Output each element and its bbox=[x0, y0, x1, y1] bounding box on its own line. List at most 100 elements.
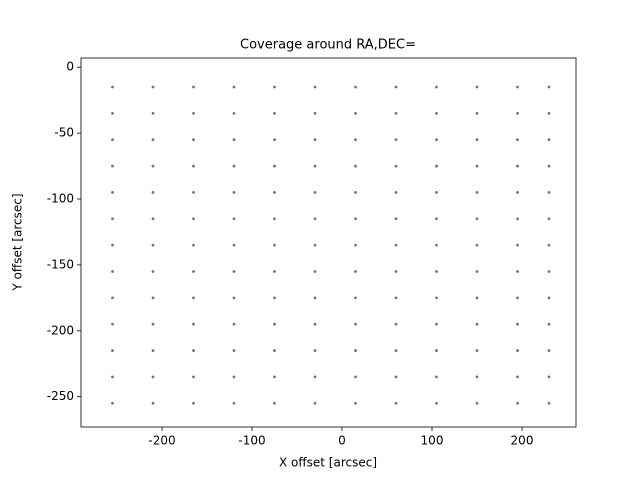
point bbox=[435, 375, 438, 379]
point bbox=[273, 401, 276, 405]
point bbox=[475, 111, 479, 115]
x-tick-label: -200 bbox=[148, 434, 175, 448]
point bbox=[273, 164, 276, 168]
point bbox=[475, 243, 479, 247]
point bbox=[475, 349, 479, 352]
point bbox=[313, 217, 317, 221]
point bbox=[151, 85, 155, 89]
point bbox=[111, 217, 114, 221]
point bbox=[394, 138, 398, 142]
point bbox=[516, 85, 519, 89]
point bbox=[151, 138, 155, 142]
point bbox=[475, 138, 479, 142]
point bbox=[475, 85, 479, 89]
point bbox=[232, 164, 236, 168]
point bbox=[313, 243, 317, 247]
point bbox=[547, 164, 551, 168]
point bbox=[435, 85, 438, 89]
x-tick-label: -100 bbox=[238, 434, 265, 448]
point bbox=[313, 322, 317, 326]
y-tick-label: -150 bbox=[47, 257, 74, 271]
point bbox=[151, 191, 155, 194]
x-axis-label: X offset [arcsec] bbox=[279, 456, 377, 470]
point bbox=[232, 322, 236, 326]
point bbox=[313, 270, 317, 273]
point bbox=[151, 164, 155, 168]
point bbox=[192, 164, 195, 168]
point bbox=[547, 191, 551, 194]
point bbox=[313, 375, 317, 379]
point bbox=[354, 401, 357, 405]
point bbox=[547, 270, 551, 273]
point bbox=[232, 111, 236, 115]
point bbox=[475, 401, 479, 405]
point bbox=[313, 164, 317, 168]
y-tick-label: -250 bbox=[47, 389, 74, 403]
point bbox=[111, 270, 114, 273]
point bbox=[435, 164, 438, 168]
point bbox=[313, 349, 317, 352]
point bbox=[111, 138, 114, 142]
point bbox=[273, 138, 276, 142]
point bbox=[516, 191, 519, 194]
point bbox=[394, 85, 398, 89]
point bbox=[516, 296, 519, 300]
point bbox=[547, 217, 551, 221]
point bbox=[111, 111, 114, 115]
point bbox=[192, 375, 195, 379]
point bbox=[516, 375, 519, 379]
point bbox=[435, 270, 438, 273]
point bbox=[475, 217, 479, 221]
point bbox=[192, 322, 195, 326]
point bbox=[354, 322, 357, 326]
point bbox=[111, 296, 114, 300]
point bbox=[192, 401, 195, 405]
point bbox=[313, 401, 317, 405]
point bbox=[354, 164, 357, 168]
point bbox=[354, 111, 357, 115]
point bbox=[151, 401, 155, 405]
point bbox=[516, 111, 519, 115]
point bbox=[111, 375, 114, 379]
point bbox=[475, 164, 479, 168]
point bbox=[192, 138, 195, 142]
point bbox=[192, 217, 195, 221]
point bbox=[394, 217, 398, 221]
y-tick-label: -100 bbox=[47, 192, 74, 206]
point bbox=[273, 243, 276, 247]
point bbox=[192, 111, 195, 115]
point bbox=[394, 349, 398, 352]
point bbox=[232, 85, 236, 89]
point bbox=[192, 349, 195, 352]
point bbox=[313, 191, 317, 194]
point bbox=[516, 217, 519, 221]
point bbox=[475, 296, 479, 300]
point bbox=[435, 111, 438, 115]
point bbox=[475, 322, 479, 326]
y-axis-label: Y offset [arcsec] bbox=[11, 193, 25, 291]
point bbox=[394, 375, 398, 379]
point bbox=[354, 85, 357, 89]
point bbox=[547, 322, 551, 326]
x-tick-label: 0 bbox=[338, 434, 346, 448]
point bbox=[394, 401, 398, 405]
point bbox=[354, 217, 357, 221]
point bbox=[192, 191, 195, 194]
point bbox=[151, 349, 155, 352]
point bbox=[151, 270, 155, 273]
point bbox=[354, 243, 357, 247]
point bbox=[354, 138, 357, 142]
point bbox=[435, 217, 438, 221]
point bbox=[547, 401, 551, 405]
point bbox=[151, 217, 155, 221]
chart-title: Coverage around RA,DEC= bbox=[240, 38, 416, 53]
point bbox=[151, 375, 155, 379]
point bbox=[475, 191, 479, 194]
point bbox=[354, 270, 357, 273]
point bbox=[273, 296, 276, 300]
point bbox=[547, 138, 551, 142]
point bbox=[435, 138, 438, 142]
point bbox=[232, 375, 236, 379]
point bbox=[232, 401, 236, 405]
